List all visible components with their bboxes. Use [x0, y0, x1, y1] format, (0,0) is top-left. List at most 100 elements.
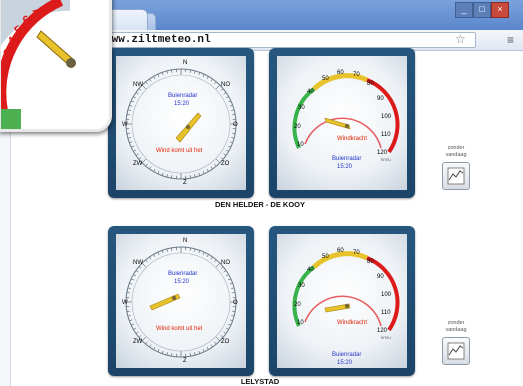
compass-tick [232, 310, 236, 312]
compass-tick [210, 166, 213, 170]
side-label-line2: vandaag [445, 152, 467, 158]
compass-tick [189, 247, 191, 251]
compass-tick [127, 137, 131, 139]
compass-tick [135, 153, 139, 156]
compass-tick [141, 336, 147, 342]
compass-tick [229, 282, 233, 285]
compass-tick [215, 84, 221, 90]
compass-tick [157, 252, 160, 255]
compass-tick [153, 168, 156, 172]
scale-30: 30 [298, 105, 305, 111]
compass-tick [161, 172, 164, 176]
compass-tick [133, 327, 137, 330]
zoomed-dial [1, 0, 109, 129]
compass-tick [127, 287, 131, 289]
compass-tick [126, 310, 130, 312]
compass-tick [194, 352, 196, 356]
compass-tick [166, 70, 168, 74]
compass-tick [225, 96, 229, 99]
side-label-line2: vandaag [445, 327, 467, 333]
scale-30: 30 [298, 283, 305, 289]
scale-90: 90 [377, 96, 384, 102]
compass-tick [166, 174, 168, 178]
compass-tick [210, 78, 213, 82]
compass-tick [232, 114, 236, 116]
compass-tick [135, 270, 139, 273]
scale-50: 50 [322, 254, 329, 260]
compass-tick [220, 88, 224, 91]
gauge-title: Buienradar [332, 352, 362, 358]
compass-tick [127, 315, 131, 317]
compass-zw: ZW [133, 161, 143, 167]
compass-zo: ZO [221, 339, 230, 345]
scale-60: 60 [337, 70, 344, 76]
url-field[interactable]: www.ziltmeteo.nl [100, 32, 476, 48]
compass-tick [153, 346, 156, 350]
compass-tick [194, 70, 196, 74]
compass-tick [206, 346, 209, 350]
gauge-time: 15:20 [174, 101, 190, 107]
scale-10: 10 [297, 142, 304, 148]
compass-tick [149, 78, 152, 82]
compass-no: NO [221, 260, 230, 266]
close-button[interactable]: × [491, 2, 509, 18]
scale-100: 100 [381, 292, 392, 298]
compass-tick [202, 171, 205, 174]
minimize-button[interactable]: _ [455, 2, 473, 18]
chart-icon [447, 342, 465, 360]
compass-tick [133, 96, 137, 99]
bookmark-star-icon[interactable]: ☆ [455, 32, 466, 46]
compass-tick [133, 274, 137, 277]
compass-tick [171, 247, 173, 251]
compass-tick [225, 327, 229, 330]
compass-tick [229, 319, 233, 322]
gauge-caption: Wind komt uit het [156, 148, 203, 154]
compass-tick [133, 149, 137, 152]
compass-n: N [183, 238, 188, 244]
station-name: DEN HELDER - DE KOOY [214, 200, 305, 209]
wind-speed-gauge-2: 10 20 30 40 50 60 70 80 90 100 110 120 k… [269, 226, 415, 376]
wind-direction-gauge-2: N NO O ZO Z ZW W NW Buienradar 15:20 Win… [108, 226, 254, 376]
compass-tick [161, 350, 164, 354]
compass-tick [149, 166, 152, 170]
compass-tick [198, 172, 201, 176]
compass-tick [202, 349, 205, 352]
compass-tick [145, 81, 148, 85]
wind-speed-gauge-1: 10 20 30 40 50 60 70 80 90 100 110 120 k… [269, 48, 415, 198]
compass-tick [215, 336, 221, 342]
compass-tick [157, 171, 160, 174]
compass-tick [145, 163, 148, 167]
compass-z: Z [183, 180, 187, 186]
compass-tick [135, 331, 139, 334]
compass-tick [189, 69, 191, 73]
compass-tick [161, 72, 164, 76]
compass-tick [157, 74, 160, 77]
compass-no: NO [221, 82, 230, 88]
gauge-title: Buienradar [168, 93, 198, 99]
compass-tick [189, 353, 191, 357]
scale-100: 100 [381, 114, 392, 120]
side-label-line1: zonder [447, 320, 465, 326]
compass-tick [194, 174, 196, 178]
graph-button[interactable] [442, 337, 470, 365]
gauge-caption: Wind komt uit het [156, 326, 203, 332]
chart-icon [447, 167, 465, 185]
scale-120: 120 [377, 328, 388, 334]
gauge-time: 15:20 [174, 279, 190, 285]
scale-90: 90 [377, 274, 384, 280]
compass-tick [232, 292, 236, 294]
gauge-title: Buienradar [168, 271, 198, 277]
maximize-button[interactable]: □ [473, 2, 491, 18]
scale-120: 120 [377, 150, 388, 156]
compass-tick [220, 335, 224, 338]
compass-tick [206, 76, 209, 80]
graph-button[interactable] [442, 162, 470, 190]
scale-unit: km/u [381, 157, 391, 162]
station-name: LELYSTAD [240, 377, 280, 386]
side-label-line1: zonder [447, 145, 465, 151]
compass-tick [198, 350, 201, 354]
scale-unit: km/u [381, 335, 391, 340]
scale-70: 70 [353, 72, 360, 78]
compass-tick [145, 341, 148, 345]
menu-icon[interactable]: ≡ [507, 33, 515, 47]
